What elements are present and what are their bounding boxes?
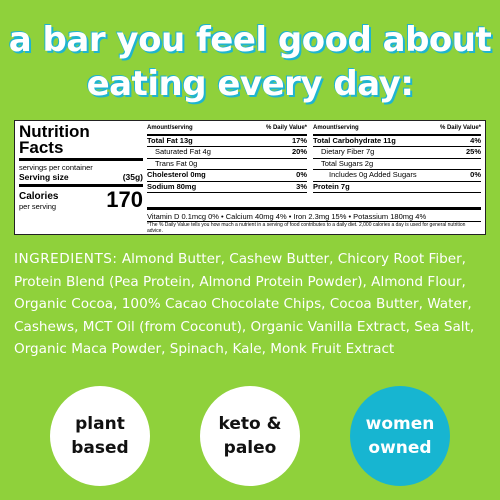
header-amount: Amount/serving bbox=[147, 125, 193, 131]
divider bbox=[19, 184, 143, 187]
badge-plant-based: plant based bbox=[50, 386, 150, 486]
nutrient-column-1: Amount/serving % Daily Value* Total Fat … bbox=[147, 123, 307, 193]
nutrient-dv: 20% bbox=[291, 147, 307, 156]
ingredients: INGREDIENTS: Almond Butter, Cashew Butte… bbox=[14, 248, 490, 361]
badge-line-2: paleo bbox=[223, 438, 277, 458]
nutrient-row: Cholesterol 0mg 0% bbox=[147, 170, 307, 182]
nutrient-label: Saturated Fat 4g bbox=[155, 147, 211, 156]
nutrient-label: Includes 0g Added Sugars bbox=[329, 170, 417, 179]
nutrition-facts-panel: Nutrition Facts servings per container S… bbox=[14, 120, 486, 235]
nutrient-column-2: Amount/serving % Daily Value* Total Carb… bbox=[313, 123, 481, 193]
nutrient-dv: 25% bbox=[465, 147, 481, 156]
serving-size-value: (35g) bbox=[122, 172, 143, 182]
nutrient-dv: 4% bbox=[470, 135, 481, 145]
nutrition-title-line-1: Nutrition bbox=[19, 122, 90, 141]
nutrient-label: Total Carbohydrate 11g bbox=[313, 135, 396, 145]
badge-line-1: plant bbox=[75, 414, 125, 434]
nutrient-label: Total Fat 13g bbox=[147, 135, 193, 145]
nutrient-label: Sodium 80mg bbox=[147, 181, 197, 191]
nutrient-row: Dietary Fiber 7g 25% bbox=[313, 147, 481, 159]
badge-line-2: owned bbox=[368, 438, 432, 458]
serving-size-label: Serving size bbox=[19, 172, 69, 182]
badge-line-1: keto & bbox=[218, 414, 282, 434]
nutrition-facts-left: Nutrition Facts servings per container S… bbox=[19, 122, 143, 212]
nutrient-label: Dietary Fiber 7g bbox=[321, 147, 375, 156]
ingredients-label: INGREDIENTS: bbox=[14, 251, 118, 267]
badge-women-owned: women owned bbox=[350, 386, 450, 486]
headline: a bar you feel good about eating every d… bbox=[0, 18, 500, 106]
badge-line-2: based bbox=[71, 438, 129, 458]
header-dv: % Daily Value* bbox=[439, 125, 481, 131]
nutrient-row: Saturated Fat 4g 20% bbox=[147, 147, 307, 159]
nutrient-label: Protein 7g bbox=[313, 181, 350, 191]
daily-value-footnote: *The % Daily Value tells you how much a … bbox=[147, 221, 481, 234]
nutrient-label: Trans Fat 0g bbox=[155, 158, 198, 168]
nutrient-row: Total Sugars 2g bbox=[313, 158, 481, 170]
headline-line-2: eating every day: bbox=[86, 64, 414, 104]
column-header: Amount/serving % Daily Value* bbox=[147, 123, 307, 136]
calories-value: 170 bbox=[106, 187, 143, 212]
nutrient-row: Total Carbohydrate 11g 4% bbox=[313, 135, 481, 147]
nutrient-row: Total Fat 13g 17% bbox=[147, 135, 307, 147]
servings-per-container: servings per container bbox=[19, 163, 93, 172]
calories: Calories per serving 170 bbox=[19, 187, 143, 212]
nutrient-dv: 17% bbox=[291, 135, 307, 145]
nutrient-row: Protein 7g bbox=[313, 181, 481, 193]
serving-size: Serving size (35g) bbox=[19, 172, 143, 182]
ingredients-text: Almond Butter, Cashew Butter, Chicory Ro… bbox=[14, 251, 475, 357]
nutrient-row: Sodium 80mg 3% bbox=[147, 181, 307, 193]
nutrient-label: Total Sugars 2g bbox=[321, 158, 374, 168]
vitamins-row: Vitamin D 0.1mcg 0% • Calcium 40mg 4% • … bbox=[147, 207, 481, 222]
calories-label: Calories bbox=[19, 191, 59, 202]
nutrition-title-line-2: Facts bbox=[19, 138, 64, 157]
nutrient-row: Trans Fat 0g bbox=[147, 158, 307, 170]
header-amount: Amount/serving bbox=[313, 125, 359, 131]
column-header: Amount/serving % Daily Value* bbox=[313, 123, 481, 136]
headline-line-1: a bar you feel good about bbox=[8, 20, 492, 60]
badge-line-1: women bbox=[365, 414, 435, 434]
nutrient-dv: 3% bbox=[296, 181, 307, 191]
nutrient-row: Includes 0g Added Sugars 0% bbox=[313, 170, 481, 182]
badge-keto-paleo: keto & paleo bbox=[200, 386, 300, 486]
calories-sub: per serving bbox=[19, 202, 57, 211]
nutrient-label: Cholesterol 0mg bbox=[147, 170, 206, 179]
header-dv: % Daily Value* bbox=[265, 125, 307, 131]
nutrient-dv: 0% bbox=[296, 170, 307, 179]
nutrient-dv: 0% bbox=[470, 170, 481, 179]
divider bbox=[19, 158, 143, 161]
